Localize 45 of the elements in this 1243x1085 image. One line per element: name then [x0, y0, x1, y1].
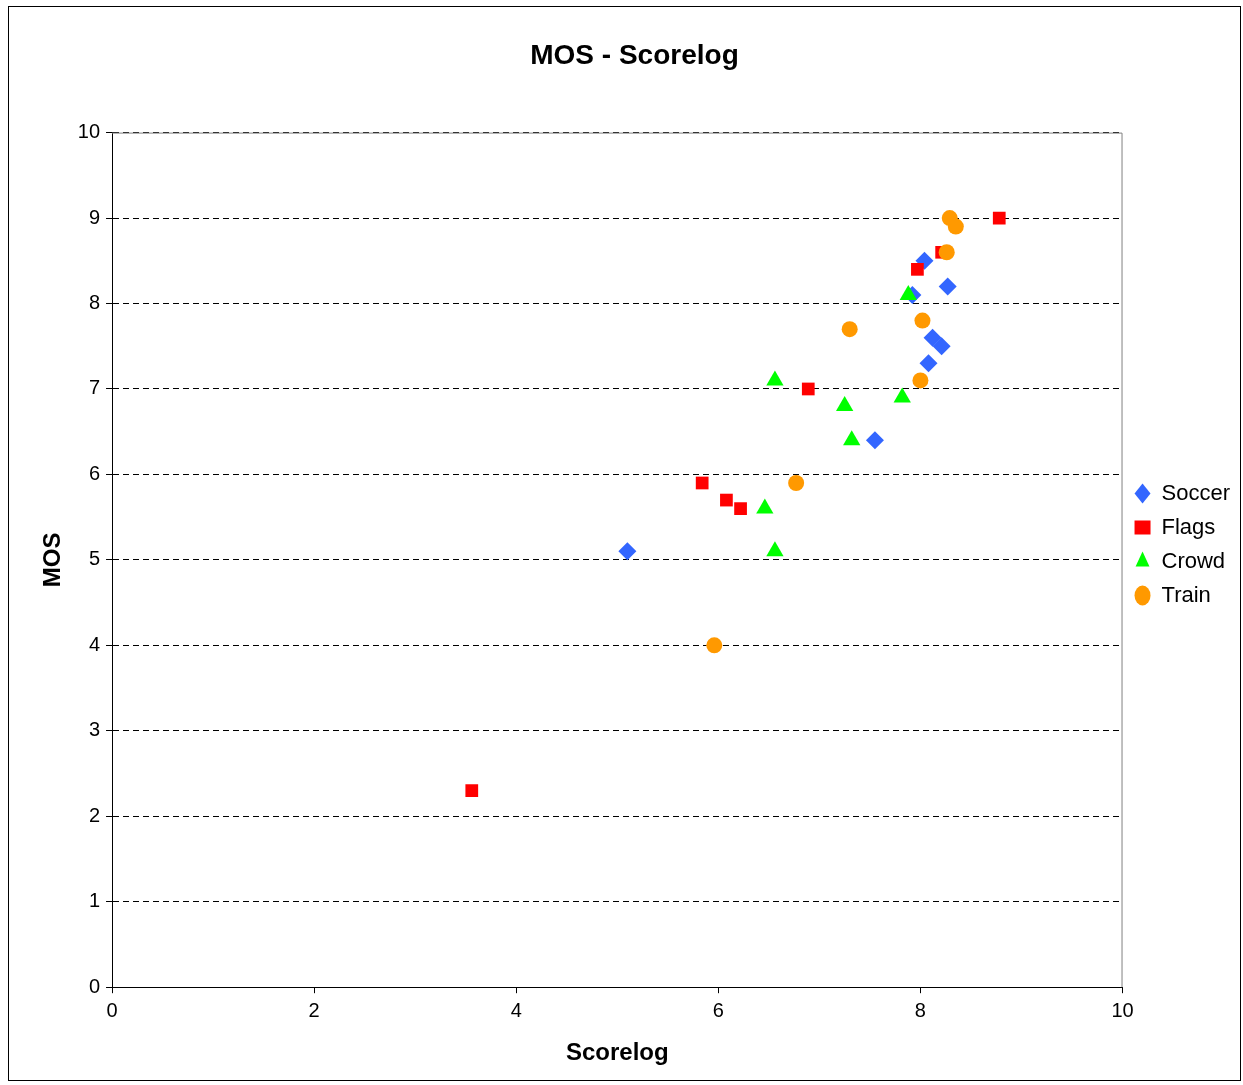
point — [720, 493, 733, 507]
point — [841, 321, 858, 338]
point — [465, 784, 479, 798]
y-tick-label: 5 — [88, 547, 101, 570]
y-tick-label: 10 — [77, 120, 101, 143]
point — [695, 476, 709, 490]
point — [788, 474, 805, 491]
x-tick-label: 6 — [712, 998, 724, 1021]
y-tick-label: 3 — [88, 718, 101, 741]
point — [912, 372, 929, 389]
y-tick-label: 9 — [88, 205, 101, 228]
y-tick-label: 0 — [88, 974, 101, 997]
point — [923, 328, 942, 347]
y-tick-label: 4 — [88, 632, 101, 655]
y-tick-label: 6 — [88, 461, 101, 484]
point — [618, 542, 637, 561]
point — [865, 431, 884, 450]
legend-label: Soccer — [1161, 479, 1231, 505]
y-tick-label: 7 — [88, 376, 101, 399]
legend-label: Crowd — [1161, 547, 1226, 573]
point — [938, 277, 957, 296]
point — [919, 354, 938, 373]
y-tick-label: 8 — [88, 291, 101, 314]
x-tick-label: 0 — [106, 998, 118, 1021]
x-tick-label: 4 — [510, 998, 522, 1021]
point — [835, 396, 854, 412]
point — [911, 262, 924, 276]
y-tick-label: 1 — [88, 889, 101, 912]
point — [932, 337, 951, 356]
point — [801, 382, 815, 396]
x-tick-label: 8 — [914, 998, 926, 1021]
x-axis-title: Scorelog — [565, 1038, 669, 1066]
x-tick-label: 10 — [1111, 998, 1134, 1021]
point — [706, 637, 723, 654]
legend-label: Flags — [1161, 513, 1216, 539]
legend-label: Train — [1161, 581, 1211, 607]
y-axis-title: MOS — [38, 532, 66, 588]
chart-title: MOS - Scorelog — [530, 38, 739, 70]
y-tick-label: 2 — [88, 803, 101, 826]
point — [947, 218, 964, 235]
point — [734, 502, 747, 515]
point — [938, 244, 955, 261]
point — [992, 211, 1006, 225]
point — [914, 312, 931, 329]
x-tick-label: 2 — [308, 998, 320, 1021]
